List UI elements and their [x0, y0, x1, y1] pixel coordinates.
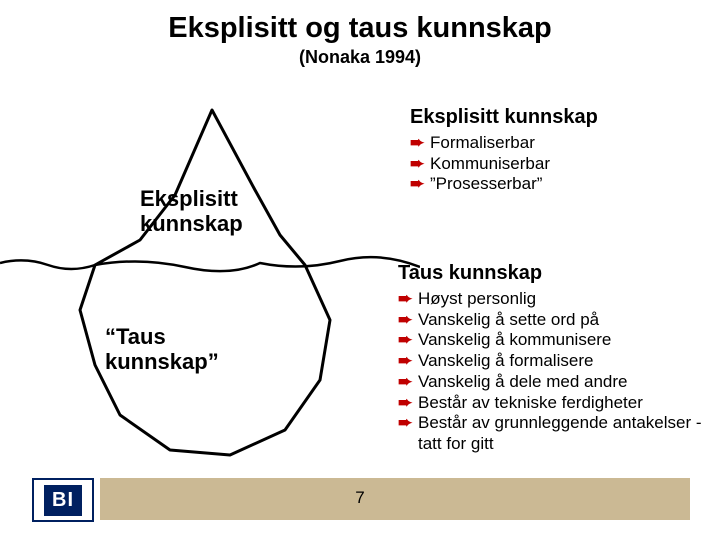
iceberg-top-label: Eksplisittkunnskap — [140, 186, 243, 237]
bullet-item: ➨ Består av grunnleggende antakelser - ta… — [398, 413, 718, 454]
iceberg-bottom-label: “Tauskunnskap” — [105, 324, 219, 375]
bullet-text: Høyst personlig — [418, 289, 536, 308]
arrow-icon: ➨ — [398, 393, 412, 414]
bullet-item: ➨ Vanskelig å dele med andre — [398, 372, 718, 393]
bullet-text: Vanskelig å dele med andre — [418, 372, 628, 391]
eksplisitt-bullets: ➨ Formaliserbar ➨ Kommuniserbar ➨ ”Prosesserb… — [410, 133, 710, 195]
iceberg-bottom-label-text: “Tauskunnskap” — [105, 324, 219, 374]
bullet-item: ➨ Består av tekniske ferdigheter — [398, 393, 718, 414]
iceberg-outline — [80, 110, 330, 455]
slide-subtitle: (Nonaka 1994) — [0, 47, 720, 68]
arrow-icon: ➨ — [410, 154, 424, 175]
bullet-text: Består av tekniske ferdigheter — [418, 393, 643, 412]
bullet-text: Formaliserbar — [430, 133, 535, 152]
section-eksplisitt: Eksplisitt kunnskap ➨ Formaliserbar ➨ Kommu… — [410, 106, 710, 195]
arrow-icon: ➨ — [398, 330, 412, 351]
bullet-text: Består av grunnleggende antakelser - tat… — [418, 413, 702, 453]
bullet-item: ➨ Vanskelig å sette ord på — [398, 310, 718, 331]
arrow-icon: ➨ — [398, 351, 412, 372]
section-taus: Taus kunnskap ➨ Høyst personlig ➨ Vanskelig… — [398, 262, 718, 455]
slide-title: Eksplisitt og taus kunnskap — [0, 0, 720, 45]
page-number: 7 — [0, 488, 720, 508]
bullet-text: Vanskelig å sette ord på — [418, 310, 599, 329]
bullet-item: ➨ Vanskelig å formalisere — [398, 351, 718, 372]
taus-bullets: ➨ Høyst personlig ➨ Vanskelig å sette ord p… — [398, 289, 718, 455]
bullet-item: ➨ Kommuniserbar — [410, 154, 710, 175]
arrow-icon: ➨ — [410, 133, 424, 154]
bullet-item: ➨ Vanskelig å kommunisere — [398, 330, 718, 351]
bullet-text: Kommuniserbar — [430, 154, 550, 173]
bullet-text: ”Prosesserbar” — [430, 174, 542, 193]
iceberg-diagram — [0, 85, 420, 475]
bullet-text: Vanskelig å kommunisere — [418, 330, 611, 349]
waterline — [0, 257, 420, 271]
bullet-text: Vanskelig å formalisere — [418, 351, 593, 370]
arrow-icon: ➨ — [398, 372, 412, 393]
bullet-item: ➨ Formaliserbar — [410, 133, 710, 154]
section-eksplisitt-header: Eksplisitt kunnskap — [410, 106, 710, 129]
iceberg-top-label-text: Eksplisittkunnskap — [140, 186, 243, 236]
arrow-icon: ➨ — [398, 413, 412, 434]
bullet-item: ➨ ”Prosesserbar” — [410, 174, 710, 195]
arrow-icon: ➨ — [398, 310, 412, 331]
arrow-icon: ➨ — [410, 174, 424, 195]
bullet-item: ➨ Høyst personlig — [398, 289, 718, 310]
arrow-icon: ➨ — [398, 289, 412, 310]
section-taus-header: Taus kunnskap — [398, 262, 718, 285]
